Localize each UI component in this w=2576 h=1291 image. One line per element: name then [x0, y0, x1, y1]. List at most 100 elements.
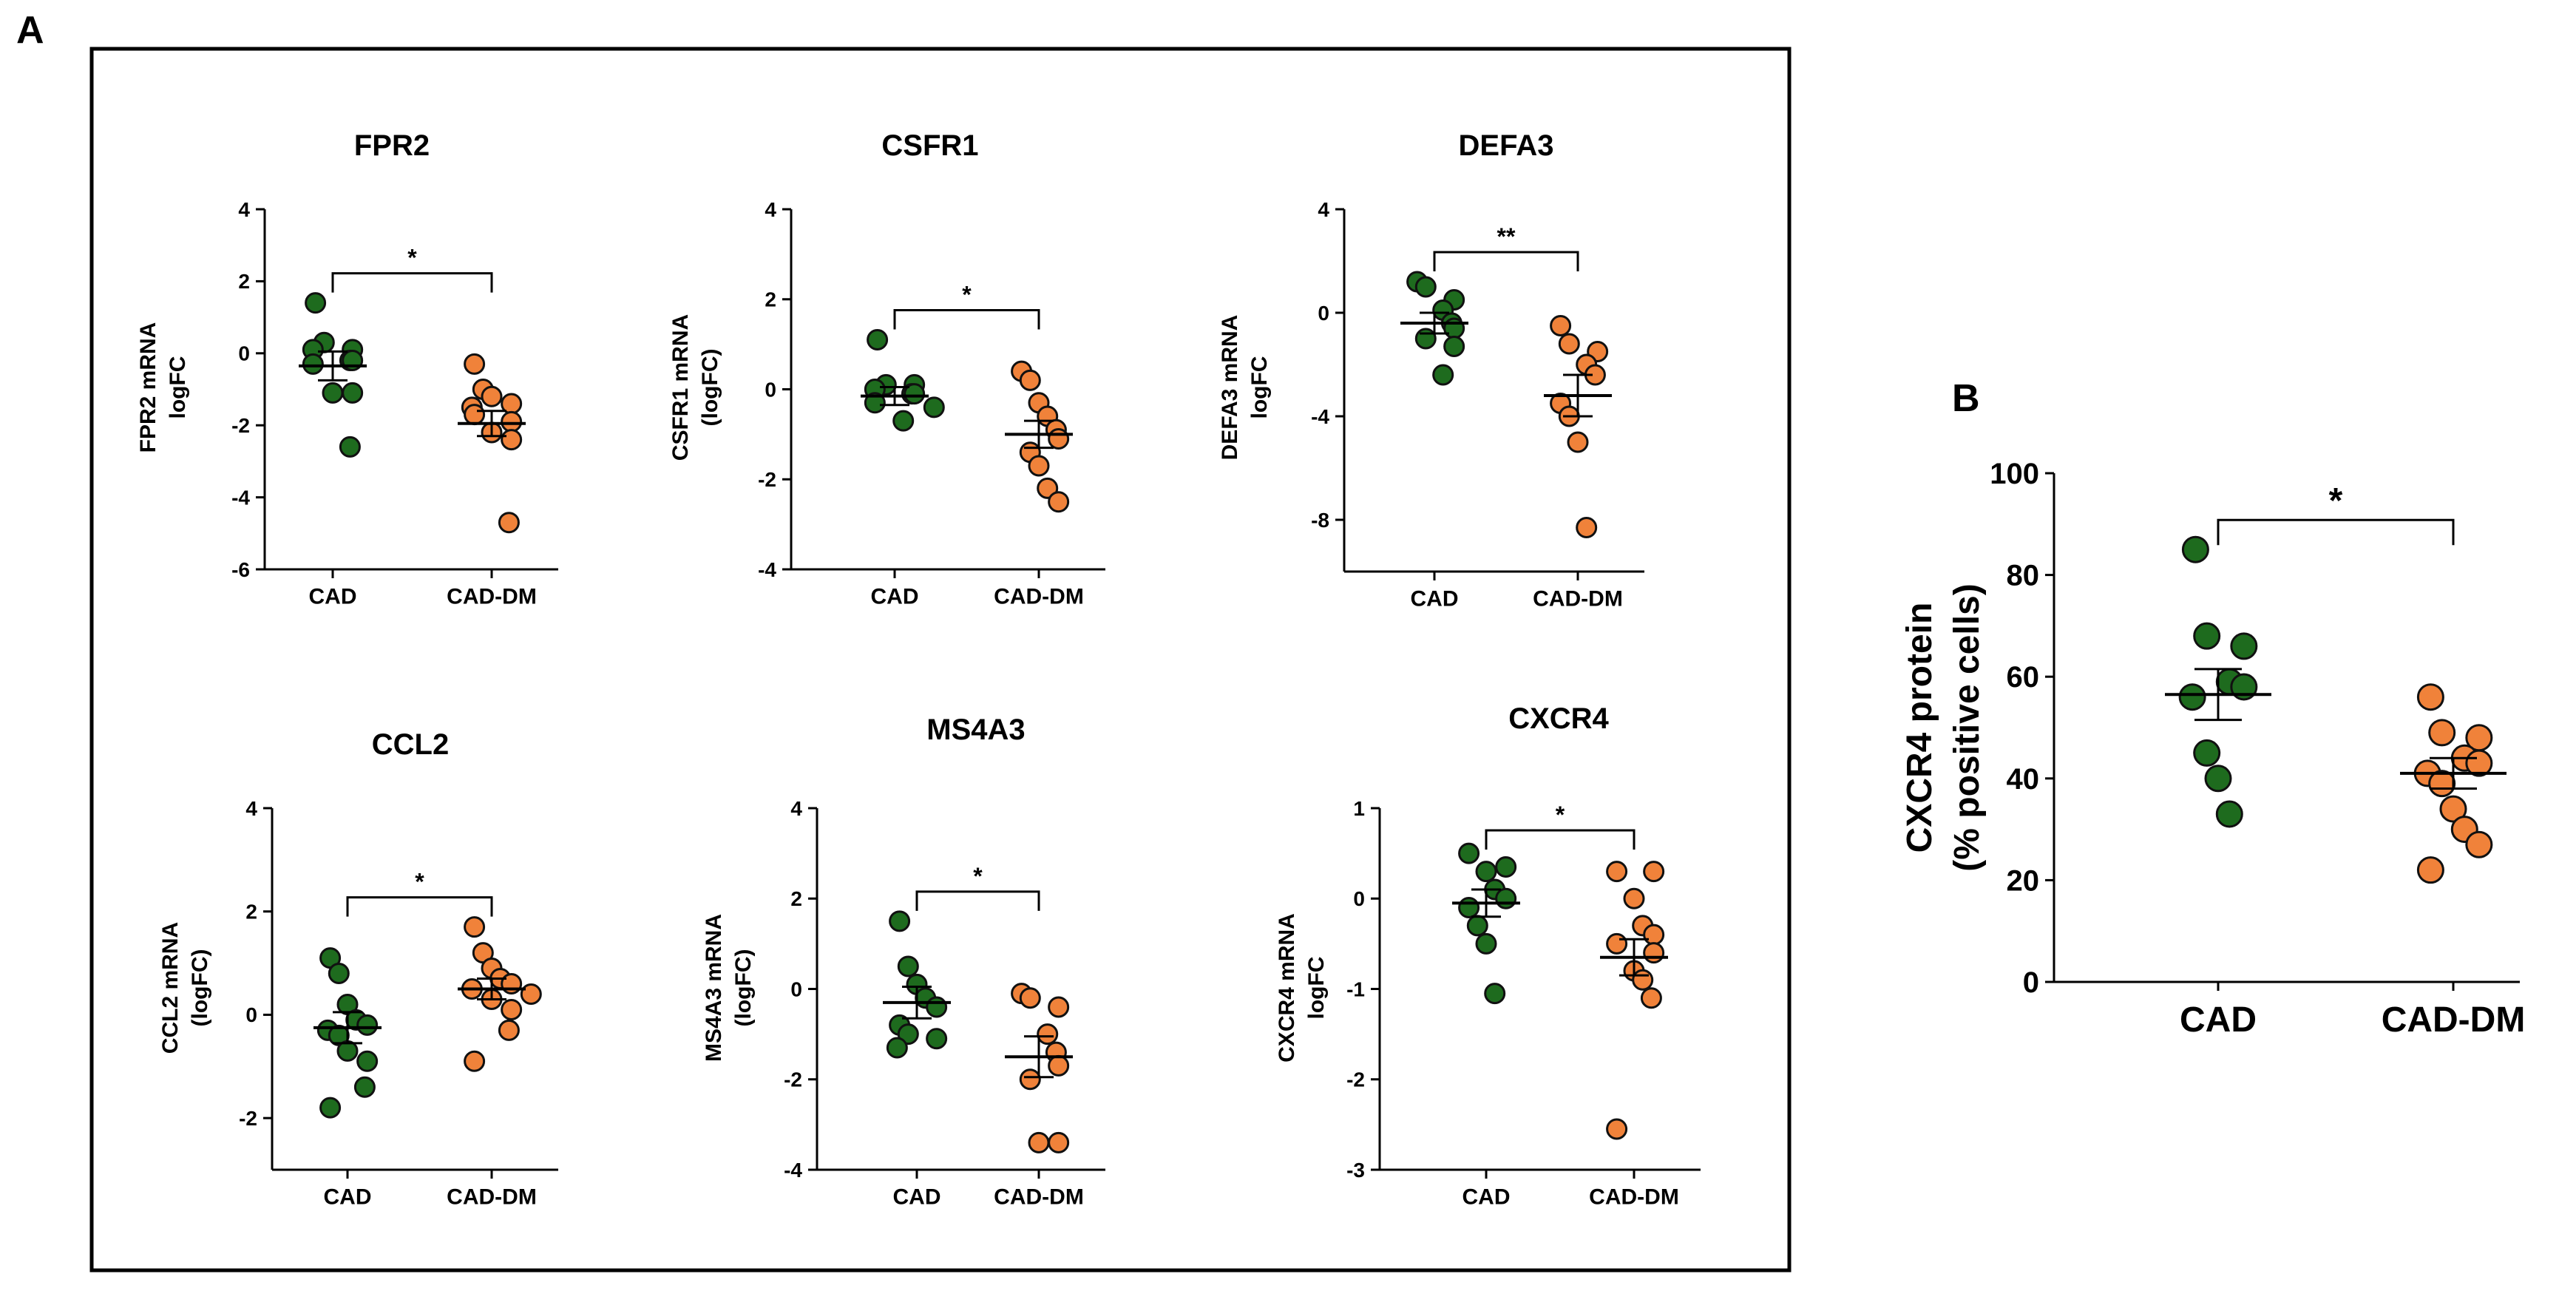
- significance-bracket: [2217, 518, 2455, 546]
- x-category-label: CAD-DM: [994, 1185, 1084, 1210]
- series-CAD: [883, 910, 951, 1059]
- x-category-label: CAD-DM: [2382, 1000, 2526, 1040]
- chart-title: CSFR1: [881, 129, 978, 162]
- y-tick-label: 0: [1353, 887, 1365, 910]
- panel-label-b: B: [1952, 377, 1980, 420]
- data-point: [464, 916, 486, 938]
- series-CAD: [299, 292, 367, 458]
- significance-label: *: [407, 245, 417, 271]
- significance-label: *: [1556, 802, 1565, 828]
- data-point: [1606, 1118, 1628, 1140]
- y-axis-label: (logFC): [188, 949, 212, 1027]
- y-tick-label: 80: [2007, 560, 2040, 592]
- data-point: [501, 429, 523, 451]
- chart-4: MS4A3 MS4A3 mRNA (logFC) 4 2 0 -2 -4 CAD CAD-DM *: [702, 714, 1105, 1210]
- series-CAD-DM: [1005, 360, 1073, 513]
- x-category-label: CAD: [1462, 1185, 1511, 1210]
- data-point: [1640, 987, 1662, 1009]
- series-CAD: [861, 329, 945, 432]
- chart-title: MS4A3: [926, 714, 1025, 746]
- x-category-label: CAD-DM: [1589, 1185, 1679, 1210]
- data-point: [864, 392, 886, 414]
- panel-label-a: A: [16, 9, 44, 52]
- data-point: [1466, 915, 1488, 937]
- data-point: [302, 353, 324, 375]
- y-tick-label: -2: [1346, 1068, 1365, 1091]
- y-tick-label: 2: [765, 288, 776, 311]
- x-category-label: CAD-DM: [447, 1185, 537, 1210]
- y-tick-label: 0: [1318, 302, 1329, 325]
- chart-3: CCL2 CCL2 mRNA (logFC) 4 2 0 -2 CAD CAD-DM *: [158, 728, 558, 1210]
- y-tick-label: -2: [231, 414, 250, 437]
- data-point: [2204, 765, 2232, 793]
- x-category-label: CAD: [1411, 587, 1459, 611]
- data-point: [342, 382, 364, 404]
- data-point: [1019, 369, 1041, 391]
- y-tick-label: 4: [1318, 198, 1329, 221]
- y-tick-label: -8: [1311, 509, 1329, 532]
- y-axis-label: FPR2 mRNA: [136, 322, 160, 453]
- data-point: [2428, 770, 2456, 798]
- data-point: [356, 1050, 379, 1072]
- y-tick-label: 1: [1353, 797, 1365, 820]
- data-point: [1623, 887, 1645, 909]
- y-tick-label: -2: [758, 468, 776, 491]
- chart-0: FPR2 FPR2 mRNA logFC 4 2 0 -2 -4 -6 CAD CAD-DM *: [136, 129, 558, 609]
- data-point: [2181, 535, 2209, 563]
- y-tick-label: 4: [245, 797, 257, 820]
- data-point: [1475, 861, 1497, 883]
- x-category-label: CAD: [893, 1185, 941, 1210]
- data-point: [1576, 517, 1598, 538]
- data-point: [464, 1050, 486, 1072]
- series-CAD-DM: [2400, 683, 2506, 884]
- y-axis-label: CXCR4 protein: [1900, 603, 1939, 853]
- chart-title: CCL2: [372, 728, 449, 761]
- y-tick-label: -2: [239, 1107, 257, 1130]
- data-point: [1019, 987, 1041, 1009]
- chart-1: CSFR1 CSFR1 mRNA (logFC) 4 2 0 -2 -4 CAD CAD-DM *: [668, 129, 1105, 609]
- data-point: [1606, 932, 1628, 955]
- y-tick-label: 60: [2007, 661, 2040, 694]
- data-point: [2416, 683, 2444, 711]
- data-point: [2215, 800, 2243, 828]
- significance-label: *: [415, 869, 424, 895]
- chart-2: DEFA3 DEFA3 mRNA logFC 4 0 -4 -8 CAD CAD-DM **: [1218, 129, 1644, 611]
- data-point: [1643, 861, 1665, 883]
- significance-label: *: [2329, 481, 2343, 521]
- data-point: [889, 910, 911, 932]
- data-point: [1048, 427, 1070, 450]
- y-tick-label: 4: [765, 198, 776, 221]
- series-CAD-DM: [1005, 983, 1073, 1153]
- chart-title: DEFA3: [1459, 129, 1554, 162]
- data-point: [319, 1097, 342, 1119]
- data-point: [1048, 491, 1070, 513]
- significance-label: *: [962, 282, 972, 308]
- significance-bracket: [1485, 829, 1636, 850]
- x-category-label: CAD: [2180, 1000, 2257, 1040]
- data-point: [1048, 1054, 1070, 1077]
- y-tick-label: 2: [238, 270, 250, 293]
- y-axis-label: CSFR1 mRNA: [668, 314, 693, 461]
- data-point: [1414, 276, 1437, 298]
- chart-title: FPR2: [354, 129, 430, 162]
- data-point: [1484, 983, 1506, 1005]
- y-axis-label: (logFC): [731, 949, 756, 1027]
- series-CAD-DM: [1544, 315, 1612, 538]
- y-tick-label: -4: [231, 486, 250, 509]
- y-axis-label: (logFC): [698, 349, 722, 427]
- data-point: [904, 383, 926, 405]
- data-point: [1048, 996, 1070, 1018]
- data-point: [2230, 632, 2258, 660]
- data-point: [892, 410, 915, 432]
- y-tick-label: 0: [238, 342, 250, 365]
- data-point: [1458, 842, 1480, 864]
- data-point: [1432, 364, 1454, 386]
- chart-6: CXCR4 protein (% positive cells) 100 80 60 40…: [1900, 458, 2525, 1040]
- y-axis-label: MS4A3 mRNA: [702, 914, 726, 1062]
- y-tick-label: 0: [245, 1003, 257, 1026]
- y-tick-label: -4: [1311, 405, 1329, 428]
- chart-title: CXCR4: [1508, 702, 1609, 735]
- x-category-label: CAD-DM: [994, 585, 1084, 609]
